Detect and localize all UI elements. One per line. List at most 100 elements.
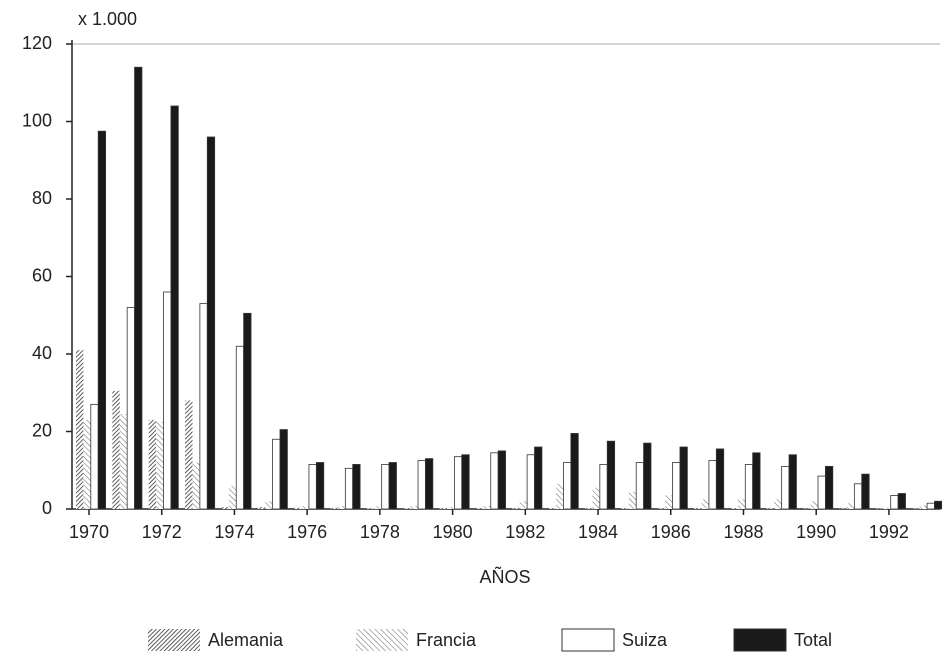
bar (810, 501, 818, 509)
bar (883, 507, 891, 509)
bar (774, 499, 782, 509)
legend-label: Francia (416, 630, 477, 650)
bar (744, 464, 754, 510)
bar (570, 433, 579, 510)
bar (119, 414, 128, 509)
bar (635, 462, 645, 510)
bar (592, 487, 600, 509)
bar (934, 500, 942, 510)
bar (556, 483, 564, 509)
y-tick-label: 20 (32, 420, 52, 440)
bar (585, 508, 593, 509)
x-tick-label: 1990 (796, 522, 836, 542)
bar (643, 442, 652, 510)
bar (497, 450, 506, 510)
bar (410, 505, 419, 509)
bar (453, 456, 463, 510)
bar (330, 507, 338, 509)
bar (388, 462, 397, 510)
bar (156, 421, 164, 509)
bar (890, 495, 899, 510)
bar (781, 465, 790, 510)
bar (199, 303, 208, 510)
bar (148, 419, 157, 509)
bar (657, 508, 666, 509)
legend-swatch (561, 628, 615, 652)
bar (163, 291, 172, 510)
bar (846, 503, 855, 509)
bar (563, 462, 572, 510)
bar (272, 438, 281, 510)
bar (294, 507, 302, 509)
bar (701, 499, 709, 509)
bar (279, 429, 288, 510)
bar (381, 464, 390, 510)
bar (337, 505, 346, 509)
bar (192, 462, 200, 509)
x-tick-label: 1986 (651, 522, 691, 542)
y-tick-label: 0 (42, 498, 52, 518)
bar (752, 452, 761, 510)
bar (825, 465, 834, 510)
legend-swatch (356, 629, 408, 651)
bar (853, 483, 863, 510)
bar (243, 312, 252, 510)
x-tick-label: 1988 (723, 522, 763, 542)
bar (919, 505, 928, 509)
bar (417, 460, 426, 510)
bar (621, 508, 629, 509)
y-tick-label: 60 (32, 265, 52, 285)
bar (665, 495, 673, 509)
x-tick-label: 1970 (69, 522, 109, 542)
bar (548, 508, 557, 509)
bar (679, 446, 688, 510)
x-tick-label: 1974 (214, 522, 254, 542)
bar (90, 403, 99, 510)
bar (483, 505, 491, 509)
bar (599, 464, 608, 510)
bar (301, 505, 309, 509)
bar (425, 458, 434, 510)
bar (257, 507, 266, 509)
bar (606, 440, 616, 510)
bar (112, 390, 120, 509)
bar (715, 448, 725, 510)
bar (490, 452, 499, 510)
bar (519, 501, 528, 509)
y-axis-label: x 1.000 (78, 9, 137, 29)
bar (628, 491, 637, 509)
x-tick-label: 1978 (360, 522, 400, 542)
bar (672, 462, 681, 510)
bar (475, 508, 484, 509)
x-tick-label: 1982 (505, 522, 545, 542)
bar (897, 493, 906, 510)
bar (447, 507, 455, 509)
bar (308, 464, 317, 510)
bar (374, 506, 382, 509)
bar (534, 446, 543, 510)
bar (403, 508, 411, 509)
bar (206, 136, 216, 510)
bar (926, 502, 935, 510)
x-axis-label: AÑOS (479, 566, 530, 587)
legend-label: Alemania (208, 630, 284, 650)
bar (861, 473, 870, 510)
bar (185, 400, 193, 509)
bar (170, 105, 179, 510)
bar (265, 501, 273, 509)
bar (83, 419, 91, 509)
legend-swatch (148, 629, 200, 651)
bar (766, 508, 775, 509)
bar (788, 454, 797, 510)
legend-label: Total (794, 630, 832, 650)
bar (737, 499, 746, 509)
bar (439, 508, 447, 509)
bar (134, 66, 143, 510)
bar (76, 350, 84, 509)
bar (694, 508, 702, 509)
x-tick-label: 1984 (578, 522, 618, 542)
bar (366, 508, 375, 509)
bar (235, 345, 245, 510)
bar (352, 464, 361, 510)
